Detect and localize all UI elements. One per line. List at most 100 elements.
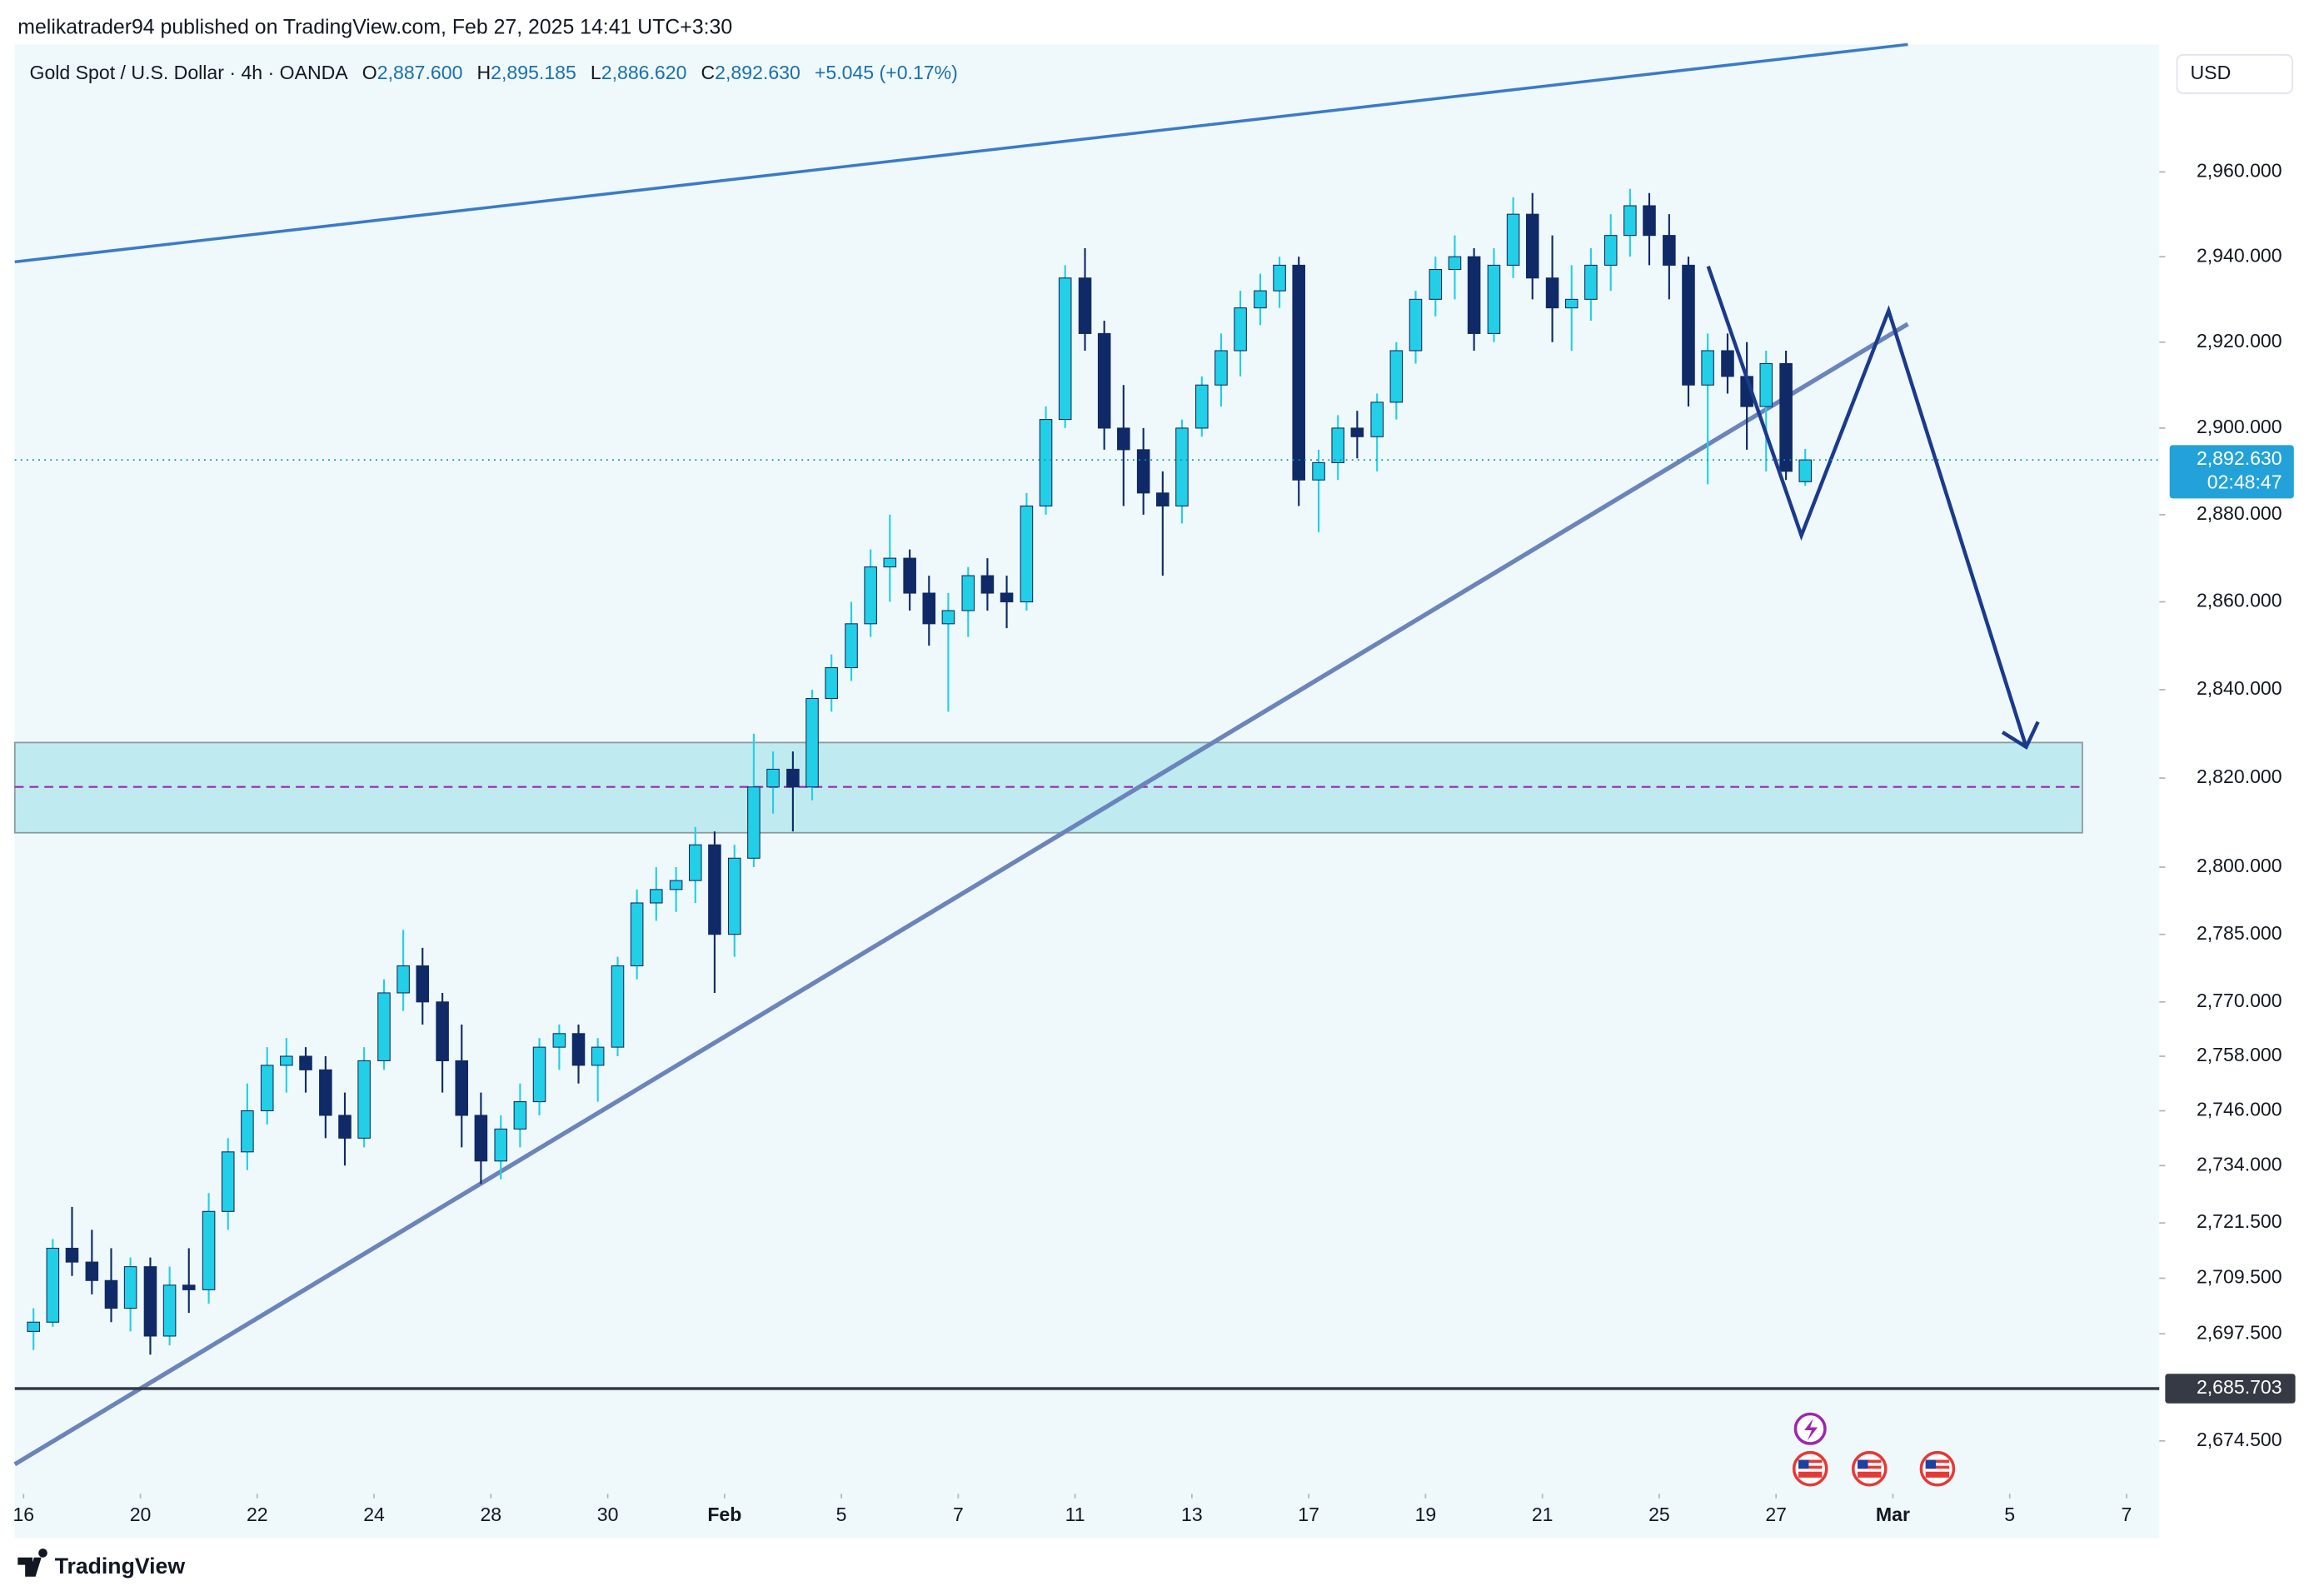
candle-body [319, 1069, 332, 1116]
x-tick-label: 22 [247, 1504, 268, 1525]
x-tick-label: 17 [1298, 1504, 1319, 1525]
header: melikatrader94 published on TradingView.… [17, 16, 732, 38]
candle-body [27, 1321, 40, 1332]
x-tick-label: 5 [2004, 1504, 2015, 1525]
candle-body [1603, 235, 1618, 266]
footer: TradingView [55, 1554, 186, 1579]
y-tick-label: 2,674.500 [2197, 1429, 2282, 1450]
candle-body [1254, 290, 1267, 309]
x-tick-label: 28 [480, 1504, 501, 1525]
x-tick-label: Mar [1876, 1504, 1910, 1525]
candle-body [1721, 350, 1734, 377]
candle-body [513, 1101, 527, 1130]
candle-body [65, 1247, 79, 1263]
candle-body [182, 1284, 196, 1290]
candle-body [1195, 384, 1209, 429]
candle-body [845, 623, 858, 669]
candle-body [396, 965, 410, 994]
candle-body [571, 1033, 586, 1066]
flag-icon[interactable] [1792, 1450, 1828, 1487]
y-tick-label: 2,900.000 [2197, 416, 2282, 437]
candle-body [1117, 427, 1130, 451]
trend-line [13, 322, 1909, 1467]
candle-body [922, 592, 936, 625]
candle-body [1429, 268, 1443, 300]
legend: Gold Spot / U.S. Dollar · 4h · OANDA O2,… [30, 62, 958, 83]
candle-body [143, 1266, 157, 1337]
hline-label: 2,685.703 [2197, 1376, 2282, 1398]
candle-body [688, 844, 702, 881]
candles [27, 188, 1813, 1355]
candle-body [1701, 350, 1714, 386]
candle-body [1409, 298, 1423, 352]
x-tick-label: 11 [1065, 1504, 1085, 1525]
candle-body [1039, 419, 1053, 506]
candle-body [1058, 277, 1072, 421]
candle-body [903, 557, 916, 594]
candle-body [357, 1060, 371, 1139]
candle-body [1584, 264, 1598, 300]
y-tick-label: 2,920.000 [2197, 330, 2282, 352]
x-tick-label: 20 [130, 1504, 152, 1525]
candle-body [1564, 298, 1578, 309]
candle-body [494, 1128, 508, 1162]
candle-body [669, 880, 683, 890]
candle-body [1312, 461, 1325, 481]
candle-body [1078, 277, 1092, 334]
candle-body [708, 844, 721, 935]
x-tick-label: 7 [953, 1504, 964, 1525]
overlay [14, 265, 2160, 1487]
demand-zone [13, 741, 2083, 834]
y-tick-label: 2,800.000 [2197, 855, 2282, 876]
y-tick-label: 2,734.000 [2197, 1153, 2282, 1175]
candle-body [474, 1115, 488, 1162]
y-tick-label: 2,785.000 [2197, 922, 2282, 944]
candle-body [786, 768, 800, 788]
candle-body [1487, 264, 1501, 334]
last-price-box [2169, 445, 2294, 499]
y-tick-label: 2,940.000 [2197, 244, 2282, 266]
candle-body [1273, 264, 1286, 292]
candle-body [1663, 235, 1676, 266]
candle-body [1175, 427, 1189, 506]
last-price-label: 2,892.630 [2197, 447, 2282, 469]
candle-body [104, 1279, 118, 1309]
hline-label-box [2165, 1374, 2296, 1404]
drawings [13, 42, 2083, 1467]
legend-value: 2,886.620 [601, 62, 687, 83]
candle-body [1525, 213, 1539, 279]
projection-path [1706, 265, 2028, 748]
channel-line [14, 42, 1908, 264]
candle-body [299, 1055, 312, 1070]
candle-body [727, 857, 741, 935]
candle-body [1448, 256, 1462, 271]
candle-body [280, 1055, 293, 1066]
legend-change: +5.045 (+0.17%) [815, 62, 958, 83]
y-tick-label: 2,840.000 [2197, 677, 2282, 699]
flag-icon[interactable] [1851, 1450, 1888, 1487]
legend-key: L [591, 62, 601, 83]
x-tick-label: 16 [12, 1504, 34, 1525]
x-tick-label: 30 [597, 1504, 619, 1525]
x-tick-label: 19 [1415, 1504, 1437, 1525]
candle-body [1467, 256, 1481, 334]
legend-key: H [476, 62, 491, 83]
footer-logo [17, 1549, 47, 1577]
x-tick-label: 7 [2122, 1504, 2132, 1525]
candle-body [980, 575, 995, 594]
currency: USD [2191, 62, 2232, 83]
legend-key: O [362, 62, 377, 83]
candle-body [1234, 307, 1247, 352]
candle-body [416, 965, 430, 1003]
y-tick-label: 2,746.000 [2197, 1099, 2282, 1120]
candle-body [611, 965, 625, 1048]
currency-button[interactable] [2176, 53, 2293, 94]
y-tick-label: 2,860.000 [2197, 590, 2282, 611]
y-tick-label: 2,709.500 [2197, 1266, 2282, 1288]
y-tick-label: 2,758.000 [2197, 1044, 2282, 1065]
flag-icon[interactable] [1919, 1450, 1956, 1487]
projection-arrowhead [2001, 721, 2040, 750]
candle-body [1779, 362, 1793, 472]
